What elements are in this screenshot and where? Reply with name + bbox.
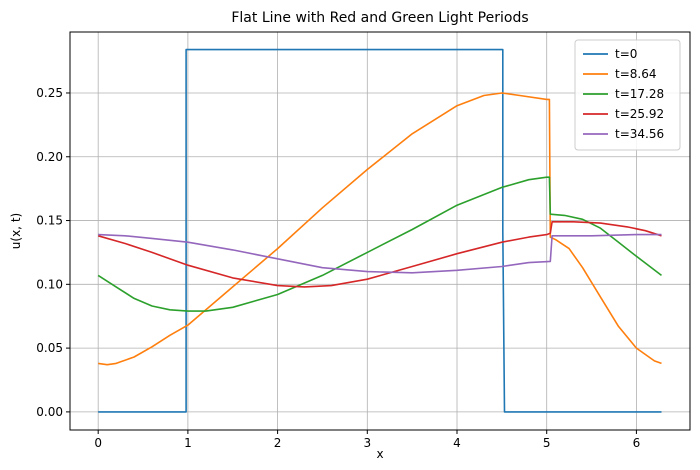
y-tick-label: 0.25 [36,86,63,100]
x-tick-label: 6 [633,436,641,450]
x-tick-label: 5 [543,436,551,450]
series-line-1 [98,92,662,366]
x-tick-label: 2 [274,436,282,450]
series-line-4 [98,233,662,274]
y-tick-label: 0.20 [36,150,63,164]
series-line-0 [98,48,662,413]
legend-label: t=0 [615,47,637,61]
legend: t=0 t=8.64 t=17.28 t=25.92 t=34.56 [574,39,681,151]
y-axis-label: u(x, t) [9,213,23,249]
y-tick-label: 0.10 [36,277,63,291]
plot-lines [97,48,662,413]
y-tick-label: 0.00 [36,405,63,419]
plot-frame [69,31,691,431]
axis-ticks: 0 1 2 3 4 5 6 0.00 0.05 0.10 0.15 0.20 0.25 [36,86,640,450]
legend-label: t=8.64 [615,67,656,81]
y-tick-label: 0.05 [36,341,63,355]
legend-label: t=34.56 [615,127,664,141]
chart-title: Flat Line with Red and Green Light Perio… [231,10,528,26]
x-tick-label: 1 [184,436,192,450]
legend-box [574,39,681,151]
legend-label: t=17.28 [615,87,664,101]
legend-label: t=25.92 [615,107,664,121]
y-tick-label: 0.15 [36,214,63,228]
series-line-2 [97,176,662,312]
x-tick-label: 4 [453,436,461,450]
x-tick-label: 0 [94,436,102,450]
x-tick-label: 3 [363,436,371,450]
x-axis-label: x [376,447,383,461]
series-line-3 [97,221,662,288]
